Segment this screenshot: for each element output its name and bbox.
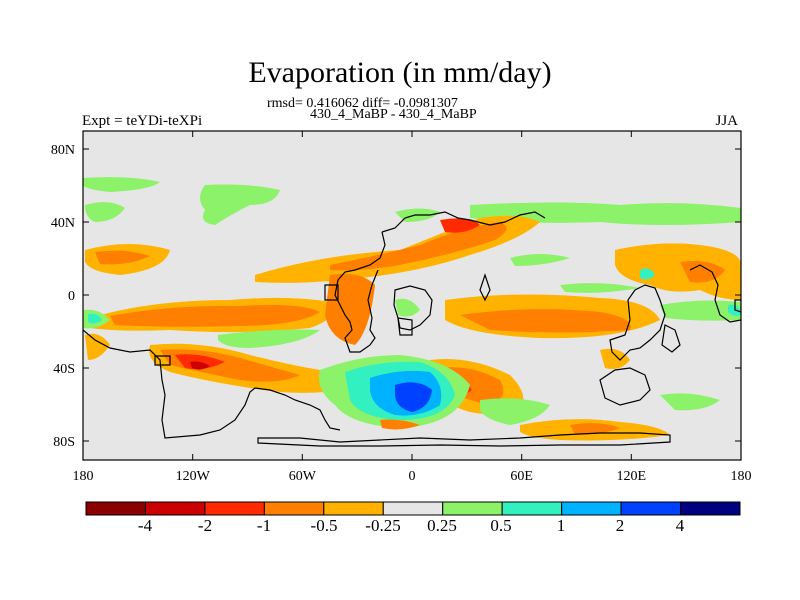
x-tick-label: 180 xyxy=(73,469,94,484)
positive-region xyxy=(470,202,741,225)
colorbar-label: 2 xyxy=(615,516,625,535)
positive-region xyxy=(395,382,432,412)
negative-region xyxy=(440,218,480,233)
colorbar-swatch xyxy=(85,501,146,516)
colorbar-label: 4 xyxy=(675,516,685,535)
negative-region xyxy=(330,222,507,271)
colorbar xyxy=(85,501,741,516)
positive-region xyxy=(510,254,570,266)
chart-title: Evaporation (in mm/day) xyxy=(248,56,552,89)
positive-region xyxy=(83,177,160,192)
y-tick-label: 40S xyxy=(53,362,75,377)
colorbar-swatch xyxy=(144,501,206,516)
x-tick-label: 180 xyxy=(731,469,752,484)
colorbar-swatch xyxy=(501,501,563,516)
colorbar-label: 1 xyxy=(556,516,566,535)
negative-region xyxy=(570,423,620,435)
y-axis-labels: 80N 40N 0 40S 80S xyxy=(51,143,75,450)
negative-region xyxy=(460,309,631,333)
negative-region xyxy=(85,333,110,360)
colorbar-swatch xyxy=(442,501,503,516)
colorbar-label: 0.5 xyxy=(490,516,512,535)
x-tick-label: 120W xyxy=(176,469,211,484)
negative-region xyxy=(600,348,630,369)
positive-region xyxy=(88,313,102,324)
x-tick-label: 60E xyxy=(510,469,533,484)
x-tick-label: 0 xyxy=(409,469,416,484)
negative-region xyxy=(190,361,210,370)
positive-region xyxy=(395,298,420,317)
colorbar-swatch xyxy=(680,501,741,516)
negative-region xyxy=(95,250,150,265)
negative-region xyxy=(615,243,741,300)
negative-region xyxy=(110,304,320,327)
positive-region xyxy=(200,184,280,225)
x-tick-label: 60W xyxy=(289,469,317,484)
x-axis-ticks xyxy=(82,131,742,460)
positive-region xyxy=(640,268,655,280)
comparison-label: 430_4_MaBP - 430_4_MaBP xyxy=(310,107,477,122)
positive-region xyxy=(218,329,320,348)
coastlines xyxy=(83,211,741,447)
colorbar-label: -2 xyxy=(197,516,213,535)
positive-region xyxy=(660,393,720,411)
experiment-label: Expt = teYDi-teXPi xyxy=(82,113,203,129)
x-tick-label: 120E xyxy=(617,469,647,484)
colorbar-swatch xyxy=(561,501,622,516)
colorbar-swatch xyxy=(323,501,384,516)
positive-region xyxy=(85,202,125,222)
colorbar-label: -0.25 xyxy=(365,516,401,535)
negative-region xyxy=(175,354,225,370)
colorbar-swatch xyxy=(620,501,682,516)
colorbar-label: -0.5 xyxy=(310,516,338,535)
season-label: JJA xyxy=(715,113,738,129)
y-tick-label: 80S xyxy=(53,435,75,450)
y-tick-label: 40N xyxy=(51,216,75,231)
y-tick-label: 0 xyxy=(68,289,75,304)
colorbar-label: 0.25 xyxy=(427,516,457,535)
stats-label: rmsd= 0.416062 diff= -0.0981307 xyxy=(267,96,458,111)
y-axis-ticks xyxy=(83,148,741,442)
x-axis-labels: 180 120W 60W 0 60E 120E 180 xyxy=(73,469,752,484)
colorbar-label: -1 xyxy=(256,516,272,535)
y-tick-label: 80N xyxy=(51,143,75,158)
colorbar-swatch xyxy=(382,501,444,516)
negative-region xyxy=(380,419,420,430)
colorbar-swatch xyxy=(204,501,265,516)
positive-region xyxy=(480,398,550,425)
colorbar-swatch xyxy=(263,501,325,516)
colorbar-label: -4 xyxy=(137,516,153,535)
positive-region xyxy=(560,283,640,293)
